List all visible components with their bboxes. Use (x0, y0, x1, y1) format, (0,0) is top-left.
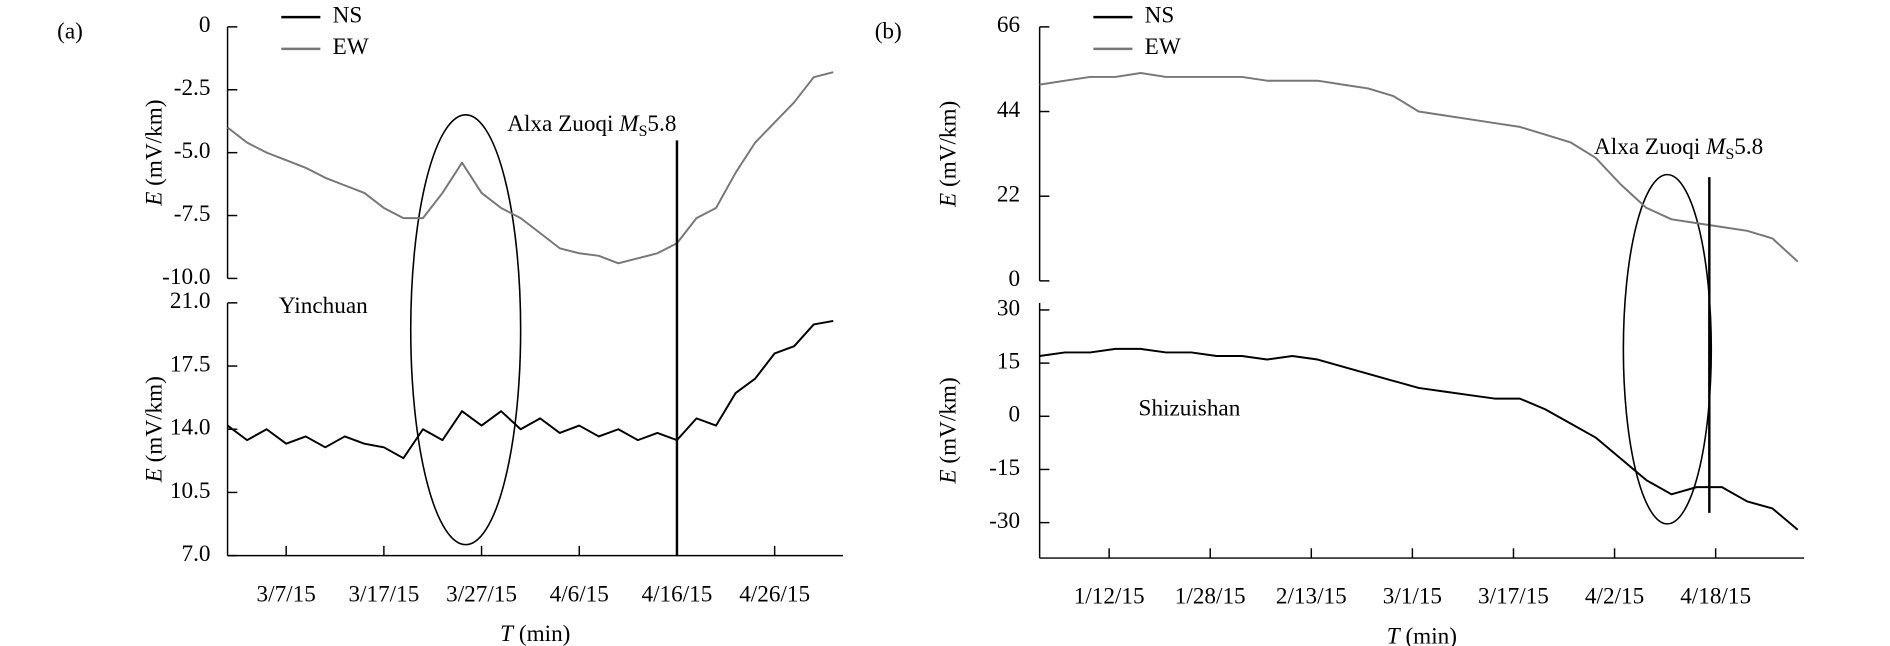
y-tick-label: 66 (997, 12, 1020, 38)
event-annotation-part: S (1725, 146, 1734, 163)
y-axis-label: E (mV/km) (936, 377, 962, 484)
y-tick-label: 30 (997, 295, 1020, 321)
event-annotation-part: M (618, 111, 640, 137)
y-tick-label: 15 (997, 348, 1020, 374)
x-tick-label: 3/17/15 (348, 581, 419, 607)
y-tick-label: 17.5 (170, 351, 211, 377)
x-tick-label: 1/28/15 (1175, 584, 1246, 610)
y-tick-label: -15 (989, 455, 1020, 481)
y-tick-label: 0 (1009, 402, 1021, 428)
legend-label: EW (333, 34, 369, 60)
event-annotation-part: S (639, 123, 648, 140)
station-label: Yinchuan (279, 293, 368, 319)
event-annotation-part: 5.8 (647, 111, 676, 137)
y-tick-label: 14.0 (170, 415, 211, 441)
event-annotation-part: 5.8 (1734, 134, 1763, 160)
highlight-ellipse (1622, 173, 1713, 525)
station-label: Shizuishan (1139, 396, 1241, 422)
y-tick-label: 0 (1009, 266, 1021, 292)
x-axis-label: T (min) (1387, 624, 1457, 646)
x-tick-label: 4/16/15 (642, 581, 713, 607)
highlight-ellipse (409, 113, 522, 546)
x-tick-label: 2/13/15 (1276, 584, 1347, 610)
x-tick-label: 3/17/15 (1478, 584, 1549, 610)
legend-label: NS (1145, 2, 1175, 28)
y-axis-label-part: (mV/km) (142, 100, 168, 192)
y-axis-label: E (mV/km) (142, 100, 168, 207)
panel-label: (b) (875, 18, 902, 44)
event-annotation-part: Alxa Zuoqi (1594, 134, 1706, 160)
x-tick-label: 3/7/15 (257, 581, 316, 607)
x-tick-label: 4/26/15 (739, 581, 810, 607)
data-line (226, 319, 834, 460)
data-line (226, 71, 834, 265)
y-axis-label-part: E (936, 469, 962, 484)
y-tick-label: 7.0 (181, 541, 210, 567)
y-axis-label-part: E (936, 193, 962, 208)
y-axis-label-part: E (142, 468, 168, 483)
y-axis-label: E (mV/km) (936, 101, 962, 208)
x-tick-label: 3/27/15 (446, 581, 517, 607)
y-axis-label-part: E (142, 192, 168, 207)
y-tick-label: 21.0 (170, 288, 211, 314)
x-axis-label-part: T (1387, 624, 1402, 646)
y-axis-label: E (mV/km) (142, 376, 168, 483)
y-tick-label: -5.0 (174, 138, 211, 164)
data-line (1039, 72, 1799, 263)
event-annotation: Alxa Zuoqi MS5.8 (507, 111, 676, 139)
legend-label: EW (1145, 34, 1181, 60)
y-tick-label: -2.5 (174, 75, 211, 101)
x-axis-label-part: (min) (1400, 624, 1457, 646)
x-axis-label-part: (min) (513, 622, 570, 646)
x-tick-label: 3/1/15 (1383, 584, 1442, 610)
y-tick-label: 44 (997, 97, 1021, 123)
y-axis-label-part: (mV/km) (142, 376, 168, 468)
x-axis-label-part: T (500, 622, 515, 646)
legend-label: NS (333, 2, 363, 28)
y-tick-label: 0 (199, 12, 211, 38)
x-tick-label: 1/12/15 (1074, 584, 1145, 610)
event-annotation-part: Alxa Zuoqi (507, 111, 619, 137)
event-annotation-part: M (1705, 134, 1727, 160)
data-line (1039, 347, 1799, 531)
y-axis-label-part: (mV/km) (936, 101, 962, 193)
y-tick-label: 10.5 (170, 478, 211, 504)
x-tick-label: 4/2/15 (1585, 584, 1644, 610)
y-axis-label-part: (mV/km) (936, 377, 962, 469)
event-annotation: Alxa Zuoqi MS5.8 (1594, 134, 1763, 162)
y-tick-label: 22 (997, 182, 1020, 208)
y-tick-label: -30 (989, 508, 1020, 534)
panel-label: (a) (57, 18, 83, 44)
y-tick-label: -7.5 (174, 201, 211, 227)
x-axis-label: T (min) (500, 622, 570, 646)
x-tick-label: 4/18/15 (1680, 584, 1751, 610)
x-tick-label: 4/6/15 (550, 581, 609, 607)
y-tick-label: -10.0 (162, 264, 210, 290)
